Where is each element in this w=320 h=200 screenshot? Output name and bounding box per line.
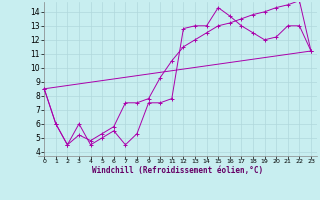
X-axis label: Windchill (Refroidissement éolien,°C): Windchill (Refroidissement éolien,°C) — [92, 166, 263, 175]
